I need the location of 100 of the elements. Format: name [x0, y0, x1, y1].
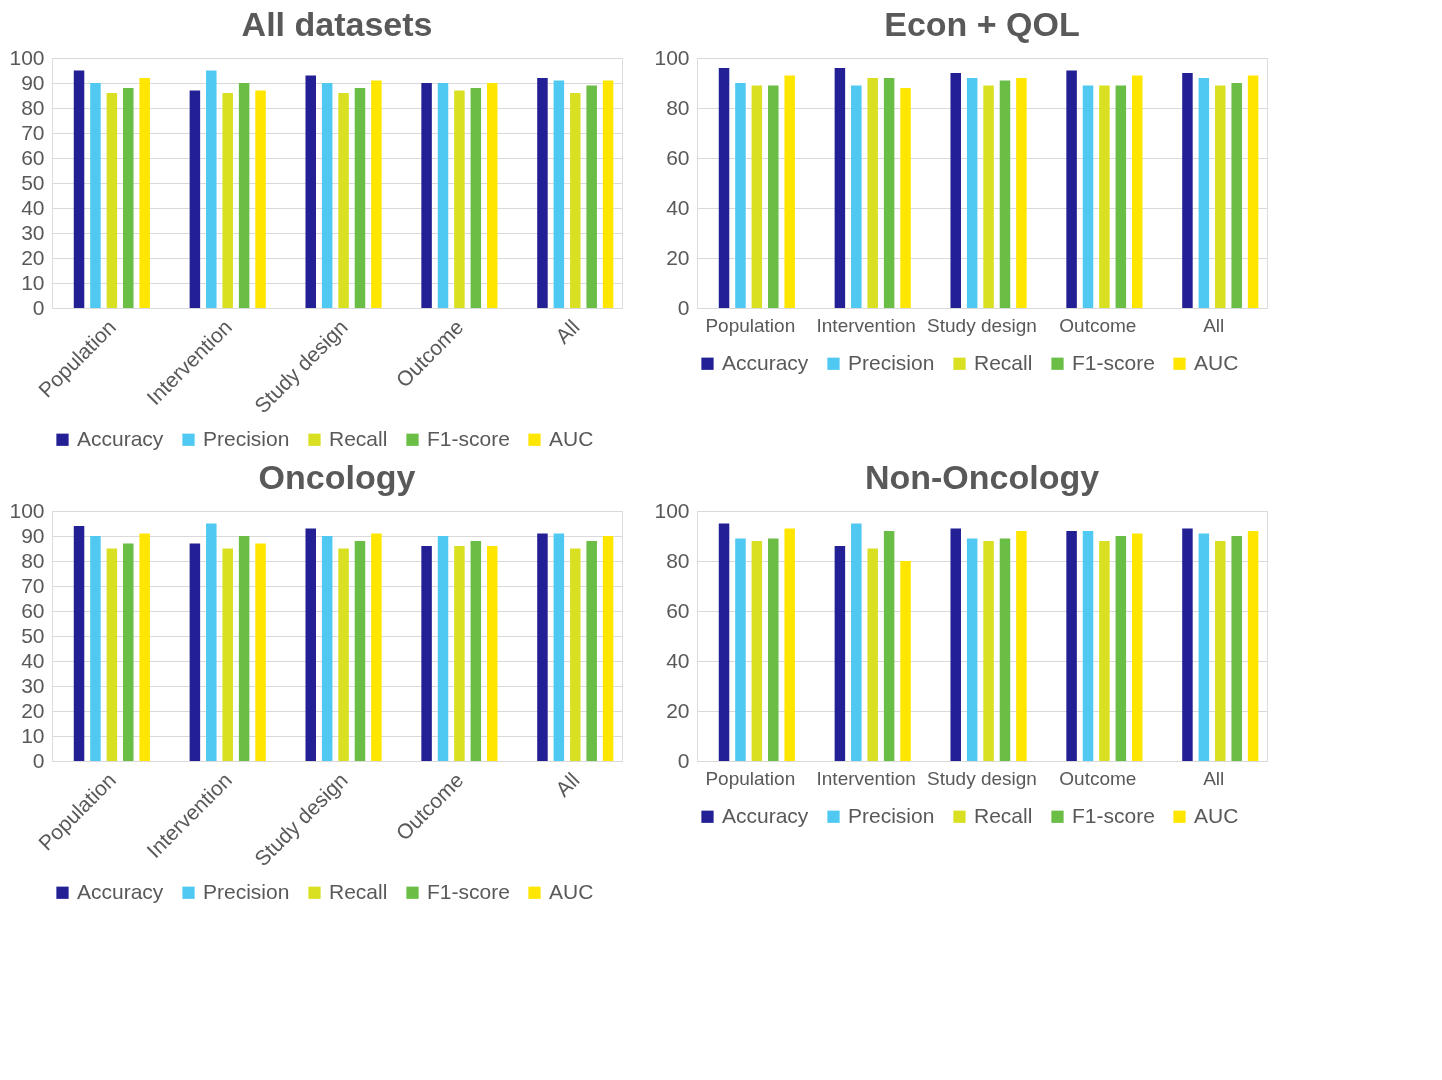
- legend-label: Precision: [203, 879, 290, 903]
- x-tick-label: Study design: [927, 767, 1037, 789]
- bar: [1131, 75, 1143, 308]
- y-tick-label: 0: [32, 748, 45, 772]
- legend-label: Accuracy: [722, 803, 809, 827]
- legend-label: Recall: [329, 879, 388, 903]
- y-tick-label: 90: [21, 523, 45, 547]
- bar: [189, 543, 201, 761]
- bar: [768, 85, 779, 308]
- bar: [106, 548, 118, 761]
- y-tick-label: 30: [21, 673, 45, 697]
- y-tick-label: 90: [21, 70, 45, 94]
- bar: [1247, 75, 1259, 308]
- legend-label: F1-score: [427, 879, 510, 903]
- bar: [354, 541, 366, 761]
- chart-title: Econ + QOL: [884, 5, 1080, 43]
- y-tick-label: 60: [21, 598, 45, 622]
- y-tick-label: 0: [677, 295, 690, 319]
- bar: [1082, 85, 1094, 308]
- legend-label: Recall: [974, 350, 1033, 374]
- bar: [999, 80, 1011, 308]
- legend-label: Accuracy: [77, 879, 164, 903]
- bar: [586, 541, 597, 761]
- y-tick-label: 100: [654, 498, 690, 522]
- bar: [305, 528, 316, 761]
- bar: [867, 78, 878, 308]
- bar: [999, 538, 1011, 761]
- bar: [437, 536, 449, 761]
- bar: [139, 533, 150, 761]
- chart-title: Oncology: [258, 458, 416, 496]
- bar: [1016, 531, 1027, 761]
- y-tick-label: 10: [21, 270, 45, 294]
- y-tick-label: 70: [21, 120, 45, 144]
- x-tick-label: Population: [705, 767, 796, 789]
- y-tick-label: 50: [21, 623, 45, 647]
- x-tick-label: All: [1203, 767, 1225, 789]
- bar: [1231, 83, 1242, 308]
- legend-label: F1-score: [427, 426, 510, 450]
- bar: [222, 548, 233, 761]
- y-tick-label: 20: [21, 698, 45, 722]
- legend-label: Recall: [329, 426, 388, 450]
- bar: [983, 541, 994, 761]
- bar: [834, 68, 846, 308]
- y-tick-label: 20: [666, 698, 690, 722]
- bar: [851, 85, 862, 308]
- bar: [900, 561, 911, 761]
- y-tick-label: 60: [666, 145, 690, 169]
- y-tick-label: 80: [21, 95, 45, 119]
- bar: [454, 546, 465, 761]
- bar: [1099, 541, 1110, 761]
- y-tick-label: 80: [666, 95, 690, 119]
- bar: [1247, 531, 1259, 761]
- y-tick-label: 40: [666, 648, 690, 672]
- bar: [966, 78, 978, 308]
- bar: [570, 548, 581, 761]
- legend-label: Precision: [848, 803, 935, 827]
- y-tick-label: 20: [666, 245, 690, 269]
- y-tick-label: 100: [654, 45, 690, 69]
- legend-label: Recall: [974, 803, 1033, 827]
- bar: [950, 528, 961, 761]
- bar: [950, 73, 961, 308]
- legend-label: Precision: [848, 350, 935, 374]
- bar: [735, 538, 746, 761]
- bar: [834, 546, 846, 761]
- y-tick-label: 0: [32, 295, 45, 319]
- x-tick-label: Study design: [927, 314, 1037, 336]
- legend-label: AUC: [1194, 803, 1239, 827]
- bar: [983, 85, 994, 308]
- legend-label: Precision: [203, 426, 290, 450]
- bar: [255, 543, 266, 761]
- bar: [883, 78, 895, 308]
- y-tick-label: 60: [21, 145, 45, 169]
- bar: [718, 523, 730, 761]
- bar: [718, 68, 730, 308]
- bar: [1198, 78, 1210, 308]
- bar: [90, 536, 101, 761]
- bar: [602, 536, 614, 761]
- bar: [553, 533, 565, 761]
- y-tick-label: 40: [21, 648, 45, 672]
- bar: [1066, 70, 1077, 308]
- x-tick-label: Outcome: [1059, 767, 1137, 789]
- x-tick-label: All: [550, 768, 584, 801]
- x-tick-label: All: [1203, 314, 1225, 336]
- bar: [1182, 528, 1193, 761]
- legend-label: Accuracy: [722, 350, 809, 374]
- bar: [1016, 78, 1027, 308]
- y-tick-label: 40: [21, 195, 45, 219]
- bar: [1131, 533, 1143, 761]
- x-tick-label: Population: [705, 314, 796, 336]
- bar: [867, 548, 878, 761]
- bar: [206, 523, 217, 761]
- bar: [1082, 531, 1094, 761]
- y-tick-label: 70: [21, 573, 45, 597]
- y-tick-label: 40: [666, 195, 690, 219]
- y-tick-label: 100: [9, 45, 45, 69]
- y-tick-label: 50: [21, 170, 45, 194]
- bar: [1099, 85, 1110, 308]
- bar: [784, 75, 795, 308]
- x-tick-label: Intervention: [816, 314, 916, 336]
- bar: [1115, 85, 1127, 308]
